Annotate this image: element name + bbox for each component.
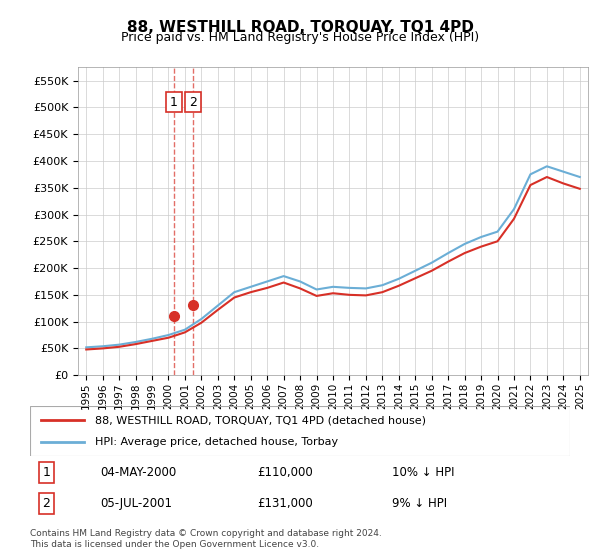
Text: £131,000: £131,000 (257, 497, 313, 510)
Text: £110,000: £110,000 (257, 466, 313, 479)
Text: 1: 1 (170, 96, 178, 109)
Text: 9% ↓ HPI: 9% ↓ HPI (392, 497, 447, 510)
Text: 2: 2 (189, 96, 197, 109)
Text: Contains HM Land Registry data © Crown copyright and database right 2024.
This d: Contains HM Land Registry data © Crown c… (30, 529, 382, 549)
Text: 1: 1 (42, 466, 50, 479)
Text: Price paid vs. HM Land Registry's House Price Index (HPI): Price paid vs. HM Land Registry's House … (121, 31, 479, 44)
Text: 2: 2 (42, 497, 50, 510)
Text: HPI: Average price, detached house, Torbay: HPI: Average price, detached house, Torb… (95, 437, 338, 447)
Text: 05-JUL-2001: 05-JUL-2001 (100, 497, 172, 510)
Text: 88, WESTHILL ROAD, TORQUAY, TQ1 4PD: 88, WESTHILL ROAD, TORQUAY, TQ1 4PD (127, 20, 473, 35)
Text: 10% ↓ HPI: 10% ↓ HPI (392, 466, 454, 479)
Text: 88, WESTHILL ROAD, TORQUAY, TQ1 4PD (detached house): 88, WESTHILL ROAD, TORQUAY, TQ1 4PD (det… (95, 415, 426, 425)
Text: 04-MAY-2000: 04-MAY-2000 (100, 466, 176, 479)
